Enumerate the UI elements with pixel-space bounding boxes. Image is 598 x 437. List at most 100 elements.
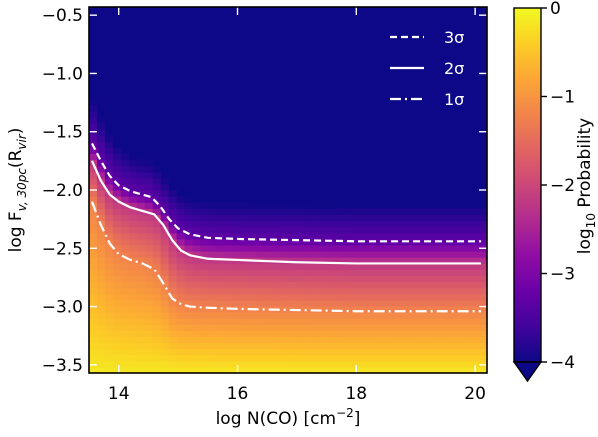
heatmap-cell — [415, 299, 424, 307]
heatmap-cell — [399, 342, 408, 350]
heatmap-cell — [439, 366, 448, 373]
heatmap-cell — [112, 177, 122, 185]
heatmap-cell — [423, 263, 432, 270]
heatmap-cell — [375, 226, 385, 234]
heatmap-cell — [479, 324, 487, 331]
heatmap-cell — [120, 287, 130, 295]
heatmap-cell — [184, 318, 194, 325]
heatmap-cell — [327, 257, 337, 264]
heatmap-cell — [288, 281, 297, 289]
heatmap-cell — [431, 281, 440, 289]
heatmap-cell — [303, 269, 313, 276]
heatmap-cell — [256, 220, 265, 228]
heatmap-cell — [112, 190, 122, 197]
heatmap-cell — [335, 312, 345, 319]
heatmap-cell — [295, 360, 305, 368]
heatmap-cell — [240, 281, 249, 289]
heatmap-cell — [391, 354, 401, 362]
heatmap-cell — [264, 226, 273, 234]
heatmap-cell — [232, 251, 241, 258]
heatmap-cell — [200, 232, 209, 240]
heatmap-cell — [383, 299, 393, 307]
heatmap-cell — [216, 336, 225, 344]
heatmap-cell — [152, 244, 162, 252]
heatmap-cell — [319, 226, 329, 234]
heatmap-cell — [152, 196, 162, 203]
heatmap-cell — [89, 208, 98, 215]
heatmap-cell — [319, 330, 329, 337]
heatmap-cell — [216, 299, 225, 307]
heatmap-cell — [431, 354, 440, 362]
heatmap-cell — [415, 263, 424, 270]
heatmap-cell — [280, 342, 289, 350]
heatmap-cell — [447, 348, 456, 356]
heatmap-cell — [471, 324, 480, 331]
heatmap-cell — [224, 251, 233, 258]
heatmap-cell — [96, 348, 106, 356]
heatmap-cell — [96, 135, 106, 142]
heatmap-cell — [351, 299, 361, 307]
heatmap-cell — [96, 208, 106, 215]
heatmap-cell — [399, 214, 408, 222]
heatmap-cell — [120, 208, 130, 215]
heatmap-cell — [136, 348, 146, 356]
heatmap-cell — [176, 318, 186, 325]
heatmap-cell — [168, 366, 178, 373]
heatmap-cell — [128, 336, 138, 344]
heatmap-cell — [351, 281, 361, 289]
heatmap-cell — [272, 244, 281, 252]
heatmap-cell — [216, 281, 225, 289]
heatmap-cell — [439, 293, 448, 301]
heatmap-cell — [89, 336, 98, 344]
heatmap-cell — [89, 183, 98, 191]
heatmap-cell — [351, 263, 361, 270]
heatmap-cell — [311, 336, 321, 344]
heatmap-cell — [391, 257, 401, 264]
x-tick-label: 14 — [108, 384, 130, 404]
heatmap-cell — [256, 238, 265, 246]
heatmap-cell — [463, 330, 472, 337]
heatmap-cell — [192, 208, 202, 215]
heatmap-cell — [471, 275, 480, 283]
heatmap-cell — [391, 232, 401, 240]
heatmap-cell — [240, 251, 249, 258]
heatmap-cell — [200, 348, 209, 356]
heatmap-cell — [160, 257, 170, 264]
heatmap-cell — [256, 366, 265, 373]
heatmap-cell — [439, 275, 448, 283]
heatmap-cell — [96, 129, 106, 136]
heatmap-cell — [327, 244, 337, 252]
heatmap-cell — [455, 232, 464, 240]
heatmap-cell — [272, 366, 281, 373]
heatmap-cell — [343, 214, 353, 222]
heatmap-cell — [96, 141, 106, 148]
heatmap-cell — [439, 299, 448, 307]
heatmap-cell — [216, 318, 225, 325]
heatmap-cell — [152, 366, 162, 373]
heatmap-cell — [327, 305, 337, 313]
heatmap-cell — [399, 330, 408, 337]
heatmap-cell — [176, 263, 186, 270]
heatmap-cell — [168, 299, 178, 307]
heatmap-cell — [303, 244, 313, 252]
heatmap-cell — [264, 318, 273, 325]
y-axis-title-sub: v, 30pc — [15, 168, 29, 212]
heatmap-cell — [128, 171, 138, 179]
heatmap-cell — [343, 342, 353, 350]
heatmap-cell — [89, 251, 98, 258]
heatmap-cell — [256, 342, 265, 350]
heatmap-cell — [455, 318, 464, 325]
heatmap-cell — [399, 360, 408, 368]
heatmap-cell — [399, 251, 408, 258]
heatmap-cell — [295, 208, 305, 215]
heatmap-cell — [280, 251, 289, 258]
heatmap-cell — [407, 208, 416, 215]
heatmap-cell — [343, 293, 353, 301]
heatmap-cell — [112, 244, 122, 252]
heatmap-cell — [351, 354, 361, 362]
heatmap-cell — [144, 244, 154, 252]
heatmap-cell — [447, 232, 456, 240]
heatmap-cell — [343, 257, 353, 264]
heatmap-cell — [439, 208, 448, 215]
